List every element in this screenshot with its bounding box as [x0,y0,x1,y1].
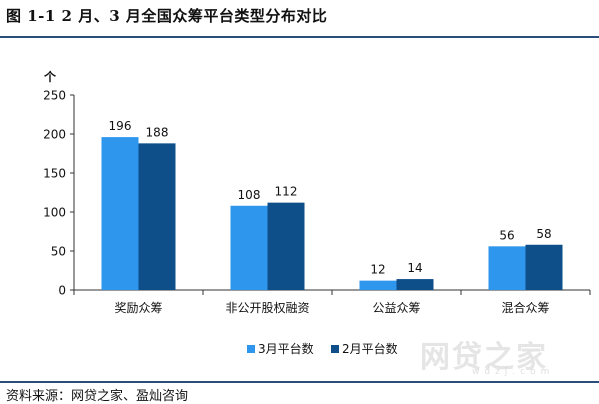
legend-label: 3月平台数 [258,341,314,356]
watermark-url: wdzj.com [472,367,555,377]
x-category-label: 混合众筹 [501,300,549,315]
bar [267,202,305,290]
legend-label: 2月平台数 [342,341,398,356]
y-axis-unit-label: 个 [43,69,57,84]
y-tick-label: 50 [51,245,66,259]
x-category-label: 奖励众筹 [114,301,162,315]
bar-value-label: 112 [275,185,298,199]
x-category-label: 公益众筹 [372,301,420,315]
y-tick-label: 250 [43,89,66,103]
y-tick-label: 0 [58,284,66,298]
bar [525,244,563,290]
source-note: 资料来源：网贷之家、盈灿咨询 [6,389,189,404]
top-rule [0,36,599,38]
bar [138,143,176,290]
bar [101,137,139,290]
legend-swatch [247,345,255,353]
bar-value-label: 14 [407,261,422,275]
bottom-rule [0,381,599,383]
bar-value-label: 196 [109,119,132,133]
x-category-label: 非公开股权融资 [225,301,309,315]
y-tick-label: 100 [43,206,66,220]
bar [230,205,268,290]
bar [488,246,526,290]
bar-value-label: 108 [238,188,261,202]
bar-value-label: 188 [146,125,169,139]
bar-value-label: 58 [536,227,551,241]
bar-value-label: 56 [499,228,514,242]
bar [396,279,434,290]
y-tick-label: 150 [43,167,66,181]
figure-title: 图 1-1 2 月、3 月全国众筹平台类型分布对比 [6,7,328,25]
watermark-logo: 网贷之家 [420,340,548,375]
y-tick-label: 200 [43,128,66,142]
legend-swatch [331,345,339,353]
bar-value-label: 12 [370,263,385,277]
bar [359,280,397,290]
